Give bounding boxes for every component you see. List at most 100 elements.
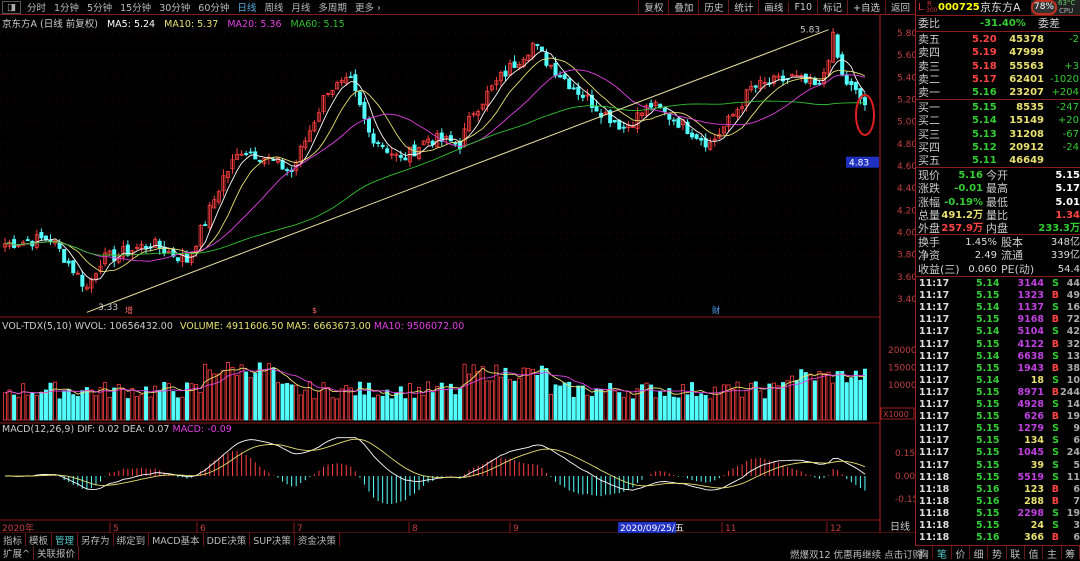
toolbar-button[interactable]: 叠加 <box>668 0 698 14</box>
indicator-tab[interactable]: 资金决策 <box>295 533 340 547</box>
tick-row: 11:17 5.15 8971 B 244 <box>916 387 1080 399</box>
volume-bar <box>53 381 58 421</box>
indicator-tab[interactable]: 绑定到 <box>114 533 150 547</box>
volume-bar <box>612 390 617 421</box>
quote-tab[interactable]: 价 <box>952 546 970 561</box>
cell: 内盘 <box>986 222 1008 236</box>
period-tab[interactable]: 5分钟 <box>87 3 113 14</box>
tick-cell: 5.15 <box>976 290 1000 302</box>
period-tab[interactable]: 30分钟 <box>159 3 191 14</box>
period-tab[interactable]: 1分钟 <box>54 3 80 14</box>
volume-bar <box>380 395 385 421</box>
tick-cell: S <box>1052 374 1059 386</box>
candle-body <box>612 120 617 123</box>
candle-body <box>471 113 476 116</box>
volume-bar <box>262 369 267 421</box>
period-tab[interactable]: 周线 <box>264 3 284 14</box>
indicator-tab[interactable]: DDE决策 <box>204 533 251 547</box>
indicator-tab[interactable]: 管理 <box>52 533 79 547</box>
candle-body <box>339 79 344 84</box>
quote-tab[interactable]: 值 <box>1025 546 1044 561</box>
candle-body <box>357 91 362 105</box>
toolbar-button[interactable]: +自选 <box>847 0 885 14</box>
volume-bar <box>731 388 736 421</box>
volume-bar <box>266 363 271 421</box>
promo-banner[interactable]: 燃爆双12 优惠再继续 点击订购 <box>790 550 923 561</box>
period-tab[interactable]: 15分钟 <box>120 3 152 14</box>
toolbar-button[interactable]: 复权 <box>638 0 668 14</box>
toolbar-button[interactable]: 画线 <box>758 0 788 14</box>
volume-bar <box>271 367 276 421</box>
period-tab[interactable]: 日线 <box>237 3 257 14</box>
indicator-tab[interactable]: 另存为 <box>78 533 114 547</box>
toolbar-button[interactable]: F10 <box>788 1 817 13</box>
high-annotation: 5.83 <box>800 26 820 36</box>
candle-body <box>125 244 130 256</box>
period-tab[interactable]: 月线 <box>291 3 311 14</box>
candle-body <box>298 145 303 163</box>
quote-tab[interactable]: 笔 <box>933 546 952 561</box>
cpu-widget[interactable]: 78% 63°C CPU <box>1031 0 1080 15</box>
toolbar-button[interactable]: 返回 <box>884 0 915 14</box>
quote-tab[interactable]: 筹 <box>1062 546 1080 561</box>
tick-cell: 11:17 <box>919 326 950 338</box>
candle-body <box>762 81 767 84</box>
candle-body <box>448 135 453 142</box>
cell: 31208 <box>1009 128 1044 140</box>
volume-bar <box>184 382 189 421</box>
candle-body <box>43 235 48 241</box>
current-price-text: 4.83 <box>849 159 869 169</box>
volume-bar <box>671 396 676 421</box>
candle-body <box>835 34 840 58</box>
period-tab[interactable]: 分时 <box>26 3 46 14</box>
volume-bar <box>103 382 108 421</box>
period-tab[interactable]: 更多 › <box>354 3 381 14</box>
candle-body <box>699 138 704 141</box>
toolbar-button[interactable]: 统计 <box>728 0 758 14</box>
quote-tab[interactable]: 细 <box>970 546 989 561</box>
tick-cell: B <box>1051 411 1059 423</box>
tick-cell: S <box>1052 278 1059 289</box>
quote-tab[interactable]: 联 <box>1007 546 1025 561</box>
candle-body <box>712 138 717 141</box>
indicator-tab[interactable]: 指标 <box>0 533 27 547</box>
extension-tab[interactable]: 扩展^ <box>0 546 34 560</box>
candle-body <box>844 75 849 85</box>
candle-body <box>307 130 312 142</box>
cell: 5.13 <box>972 128 997 140</box>
volume-bar <box>776 385 781 421</box>
cell: 20912 <box>1009 141 1044 153</box>
price-tick: 4.80 <box>897 140 915 150</box>
dea-line <box>4 438 866 489</box>
tick-row: 11:17 5.14 18 S 10 <box>916 375 1080 387</box>
period-tab[interactable]: 多周期 <box>318 3 347 14</box>
layout-icon[interactable]: ◨ <box>2 0 21 14</box>
volume-bar <box>430 392 435 421</box>
candle-body <box>567 78 572 90</box>
toolbar-button[interactable]: 标记 <box>817 0 847 14</box>
quote-tab[interactable]: 主 <box>1043 546 1062 561</box>
period-tab[interactable]: 60分钟 <box>198 3 230 14</box>
indicator-tab[interactable]: 模板 <box>26 533 53 547</box>
chart-area[interactable]: 5.80 5.60 5.40 5.20 5.00 4.80 4.60 4.40 4.20 4.00… <box>0 15 915 533</box>
quote-tab[interactable]: 胸 <box>915 546 934 561</box>
volume-bar <box>71 394 76 421</box>
tick-cell: 72 <box>1066 314 1080 326</box>
volume-bar <box>658 390 663 421</box>
candle-body <box>62 248 67 263</box>
candle-body <box>75 272 80 275</box>
tick-cell: 5.15 <box>976 507 1000 519</box>
volume-bar <box>644 382 649 421</box>
candle-body <box>212 199 217 209</box>
volume-bar <box>326 387 331 421</box>
ask-row: 卖三 5.18 55563 +3 <box>916 60 1080 73</box>
tick-row: 11:17 5.14 3144 S 44 <box>916 278 1080 290</box>
candle-body <box>426 138 431 143</box>
indicator-tab[interactable]: SUP决策 <box>250 533 295 547</box>
indicator-tab[interactable]: MACD基本 <box>149 533 204 547</box>
extension-tab[interactable]: 关联报价 <box>34 546 79 560</box>
candle-body <box>225 171 230 178</box>
tick-row: 11:18 5.15 5519 S 11 <box>916 472 1080 484</box>
toolbar-button[interactable]: 历史 <box>698 0 728 14</box>
quote-tab[interactable]: 势 <box>988 546 1007 561</box>
